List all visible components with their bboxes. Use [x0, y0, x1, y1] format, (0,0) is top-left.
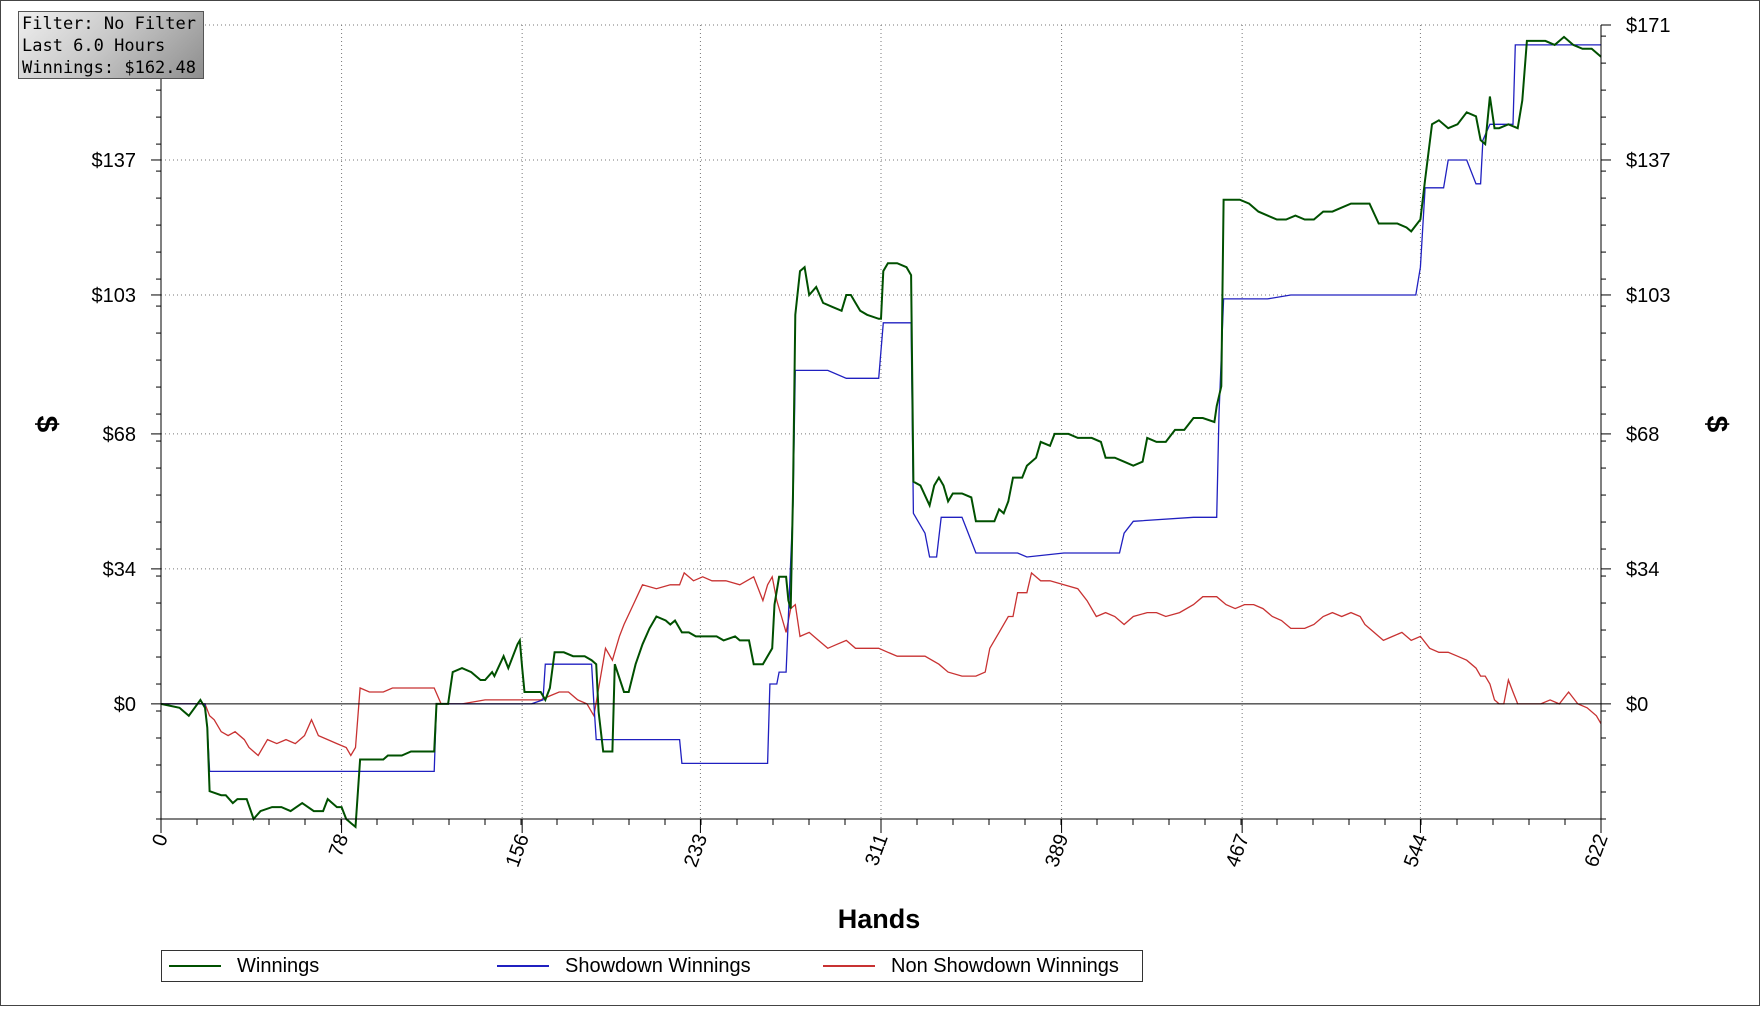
y-axis-title-left: $ — [30, 416, 63, 433]
x-tick-label: 78 — [325, 831, 353, 859]
x-axis-title: Hands — [838, 904, 921, 934]
filter-info-box: Filter: No Filter Last 6.0 Hours Winning… — [18, 11, 204, 79]
x-tick-label: 622 — [1581, 831, 1613, 870]
legend-label-non-showdown: Non Showdown Winnings — [891, 954, 1119, 977]
x-tick-label: 156 — [502, 831, 534, 870]
y-tick-label-right: $137 — [1626, 150, 1671, 172]
x-tick-label: 233 — [680, 831, 712, 870]
winnings-line — [160, 35, 1602, 829]
plot-axes — [160, 25, 1602, 820]
y-tick-label-right: $34 — [1626, 559, 1659, 581]
x-tick-label: 311 — [861, 831, 893, 868]
legend-item-winnings: Winnings — [169, 951, 319, 981]
legend-swatch-showdown — [497, 965, 549, 967]
time-range-line: Last 6.0 Hours — [22, 36, 166, 56]
y-tick-label-left: $34 — [103, 559, 136, 581]
y-tick-label-right: $103 — [1626, 285, 1671, 307]
axis-ticks — [151, 24, 1611, 833]
y-tick-label-left: $68 — [103, 424, 136, 446]
showdown-winnings-line — [161, 44, 1601, 773]
legend-label-showdown: Showdown Winnings — [565, 954, 751, 977]
y-tick-label-right: $171 — [1626, 15, 1671, 37]
series-lines — [160, 35, 1602, 829]
winnings-total-line: Winnings: $162.48 — [22, 58, 196, 78]
filter-line: Filter: No Filter — [22, 14, 196, 34]
legend-item-non-showdown: Non Showdown Winnings — [823, 951, 1119, 981]
non-showdown-winnings-line — [161, 571, 1602, 757]
x-tick-label: 389 — [1041, 831, 1073, 870]
chart-legend: Winnings Showdown Winnings Non Showdown … — [161, 950, 1143, 982]
y-tick-label-right: $0 — [1626, 694, 1648, 716]
legend-label-winnings: Winnings — [237, 954, 320, 977]
gridlines — [161, 24, 1601, 819]
x-tick-label: 467 — [1222, 831, 1254, 870]
y-tick-label-left: $137 — [92, 150, 137, 172]
y-tick-label-right: $68 — [1626, 424, 1659, 446]
x-tick-label: 544 — [1400, 831, 1432, 870]
y-axis-title-right: $ — [1700, 416, 1733, 433]
y-tick-label-left: $0 — [114, 694, 136, 716]
tick-labels: 0 78 156 233 311 389 467 544 622 $0 $0 $34 $34 $68 $68… — [92, 15, 1671, 870]
x-tick-label: 0 — [148, 831, 172, 849]
legend-swatch-winnings — [169, 965, 221, 967]
legend-item-showdown: Showdown Winnings — [497, 951, 751, 981]
y-tick-label-left: $103 — [92, 285, 137, 307]
legend-swatch-non-showdown — [823, 965, 875, 967]
